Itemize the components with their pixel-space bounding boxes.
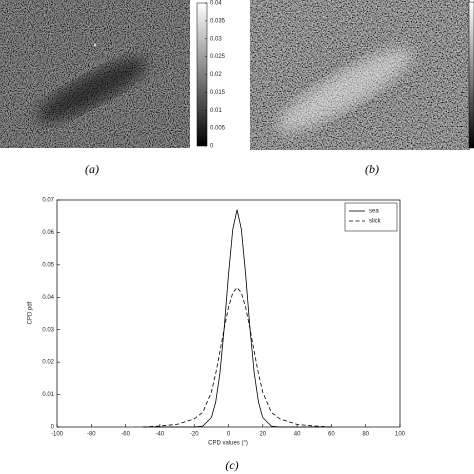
x-tick-label: 100: [395, 432, 406, 438]
colorbar-tick-label: 0.04: [210, 1, 222, 7]
colorbar-tick-label: 0.035: [210, 18, 226, 24]
colorbar-tick-label: 0.01: [210, 108, 222, 114]
image-b: [250, 0, 474, 150]
y-axis-label: CPD pdf: [28, 301, 34, 324]
y-tick-label: 0.05: [42, 262, 54, 268]
y-tick-label: 0.02: [42, 360, 54, 366]
colorbar-tick-label: 0.02: [210, 72, 222, 78]
x-tick-label: -40: [156, 432, 165, 438]
line-series: [142, 286, 332, 428]
y-tick-label: 0.07: [42, 198, 54, 204]
legend-label: sea: [369, 209, 379, 215]
x-tick-label: 20: [259, 432, 266, 438]
x-tick-label: 80: [362, 432, 369, 438]
legend-label: slick: [369, 219, 382, 225]
panel-label: (c): [225, 458, 238, 472]
line-series: [142, 209, 332, 428]
x-tick-label: -20: [190, 432, 199, 438]
y-tick-label: 0.04: [42, 295, 54, 301]
x-tick-label: -80: [87, 432, 96, 438]
colorbar-tick-label: 0.025: [210, 54, 226, 60]
x-tick-label: -100: [51, 432, 64, 438]
x-tick-label: -60: [121, 432, 130, 438]
colorbar-tick-label: 0: [210, 144, 214, 150]
colorbar-tick-label: 0.015: [210, 90, 226, 96]
x-tick-label: 60: [328, 432, 335, 438]
image-a: [0, 0, 190, 148]
y-tick-label: 0.01: [42, 392, 54, 398]
colorbar-tick-label: 0.03: [210, 36, 222, 42]
x-axis-label: CPD values (°): [208, 441, 248, 447]
plot-area: [56, 199, 401, 428]
x-tick-label: 0: [227, 432, 231, 438]
x-tick-label: 40: [294, 432, 301, 438]
panel-label: (b): [365, 162, 379, 176]
y-tick-label: 0.06: [42, 230, 54, 236]
y-tick-label: 0.03: [42, 327, 54, 333]
y-tick-label: 0: [51, 425, 55, 431]
panel-label: (a): [85, 162, 99, 176]
colorbar-tick-label: 0.005: [210, 126, 226, 132]
legend: [344, 202, 398, 232]
